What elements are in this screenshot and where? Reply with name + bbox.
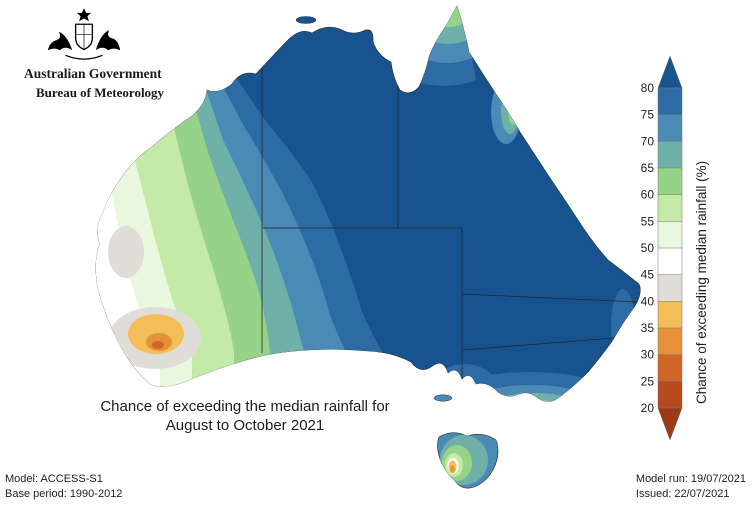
legend-tick-35: 35: [641, 321, 655, 335]
bureau-title: Bureau of Meteorology: [36, 85, 165, 100]
capeyork-band-60-65: [438, 6, 462, 27]
legend-segment-35-40: [657, 301, 683, 329]
border-nsw-vic: [461, 337, 615, 351]
legend-tick-80: 80: [641, 81, 655, 95]
legend-segment-40-45: [657, 274, 683, 302]
map-caption: Chance of exceeding the median rainfall …: [60, 397, 430, 435]
legend-segment-60-65: [657, 167, 683, 196]
legend-segment-55-60: [657, 194, 683, 222]
model-run-label: Model run: 19/07/2021: [635, 473, 746, 485]
legend-segment-45-50: [657, 247, 683, 276]
legend-arrow-bottom: [657, 407, 683, 441]
vic-coast-65-70: [490, 393, 578, 402]
vic-coast-70-75: [468, 385, 596, 402]
legend-segment-70-75: [657, 114, 683, 142]
state-borders: [261, 54, 639, 388]
legend-segment-25-30: [657, 354, 683, 382]
government-title: Australian Government: [24, 66, 162, 81]
footer-run-info: Model run: 19/07/2021 Issued: 22/07/2021: [636, 472, 746, 502]
base-period-label: Base period: 1990-2012: [5, 488, 123, 500]
map-caption-line1: Chance of exceeding the median rainfall …: [100, 398, 390, 415]
legend-arrow-top: [657, 55, 683, 89]
legend-segments: [657, 87, 683, 409]
neqld-fringe-65-70: [501, 90, 519, 134]
australia-rainfall-map: [95, 5, 641, 489]
tas-hotspot-30-35: [450, 465, 455, 473]
color-scale-legend: 80 75 70 65 60 55 50 45 40 35 30 25 20 C…: [641, 55, 709, 441]
contour-patch-40-45-coastal: [108, 226, 144, 278]
legend-tick-55: 55: [641, 214, 655, 228]
legend-tick-40: 40: [641, 294, 655, 308]
legend-title: Chance of exceeding median rainfall (%): [694, 161, 709, 404]
legend-tick-50: 50: [641, 241, 655, 255]
legend-tick-60: 60: [641, 188, 655, 202]
tasmania-bands: [440, 435, 488, 485]
neqld-fringe-60-65: [508, 99, 518, 125]
legend-tick-70: 70: [641, 134, 655, 148]
legend-tick-labels: 80 75 70 65 60 55 50 45 40 35 30 25 20: [641, 81, 655, 415]
kangaroo-island: [433, 394, 453, 402]
vic-coast-60-65: [511, 400, 563, 402]
map-caption-line2: August to October 2021: [165, 417, 325, 434]
melville-island: [295, 16, 317, 24]
legend-tick-45: 45: [641, 268, 655, 282]
legend-tick-75: 75: [641, 108, 655, 122]
legend-segment-30-35: [657, 327, 683, 356]
sa-coast-fringe-75-80: [433, 364, 497, 402]
vic-coast-75-80: [442, 372, 618, 402]
coat-of-arms-icon: [47, 8, 121, 60]
legend-segment-65-70: [657, 141, 683, 169]
model-label: Model: ACCESS-S1: [5, 473, 103, 485]
footer-model-info: Model: ACCESS-S1 Base period: 1990-2012: [5, 472, 122, 502]
legend-segment-20-25: [657, 381, 683, 409]
issued-label: Issued: 22/07/2021: [635, 488, 730, 500]
legend-tick-20: 20: [641, 401, 655, 415]
legend-tick-65: 65: [641, 161, 655, 175]
legend-tick-30: 30: [641, 348, 655, 362]
legend-segment-50-55: [657, 221, 683, 249]
legend-segment-75-80: [657, 87, 683, 116]
legend-tick-25: 25: [641, 374, 655, 388]
border-qld-nsw: [461, 293, 639, 303]
hotspot-25-30: [152, 341, 164, 349]
